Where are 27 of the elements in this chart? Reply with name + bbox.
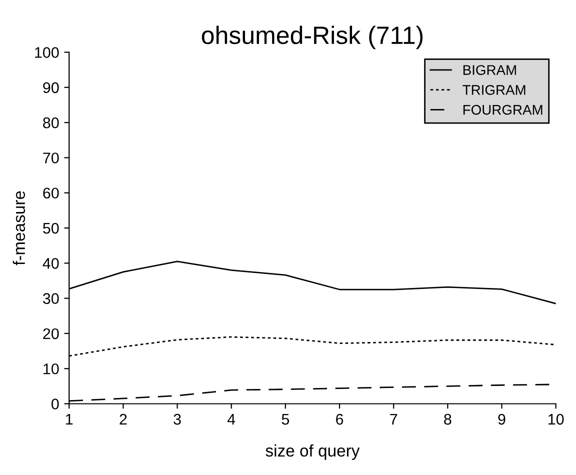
- y-tick-label: 40: [42, 258, 59, 269]
- legend-label: FOURGRAM: [463, 104, 542, 115]
- y-tick-label: 70: [43, 152, 59, 164]
- legend-label: TRIGRAM: [462, 85, 526, 95]
- y-tick-label: 60: [43, 188, 59, 199]
- legend-label: BIGRAM: [463, 65, 516, 75]
- x-tick-label: 9: [498, 414, 506, 425]
- x-tick-label: 4: [227, 414, 236, 425]
- x-tick-label: 3: [174, 414, 181, 425]
- y-tick-label: 90: [43, 82, 59, 94]
- x-tick-label: 2: [120, 414, 127, 425]
- x-tick-label: 7: [390, 414, 398, 425]
- x-tick-label: 6: [336, 414, 344, 425]
- x-tick-label: 1: [66, 414, 73, 425]
- x-axis-title: size of query: [266, 444, 360, 460]
- y-tick-label: 0: [52, 398, 59, 410]
- y-tick-label: 30: [42, 293, 59, 304]
- chart-title: ohsumed-Risk (711): [202, 26, 423, 50]
- y-tick-label: 50: [43, 222, 59, 234]
- y-tick-label: 20: [43, 328, 59, 340]
- x-tick-label: 8: [444, 414, 452, 425]
- y-axis-title: f-measure: [12, 191, 26, 266]
- x-tick-label: 10: [548, 414, 564, 425]
- y-tick-label: 10: [44, 363, 59, 374]
- y-tick-label: 100: [35, 47, 59, 58]
- x-tick-label: 5: [282, 414, 290, 425]
- y-tick-label: 80: [43, 117, 59, 128]
